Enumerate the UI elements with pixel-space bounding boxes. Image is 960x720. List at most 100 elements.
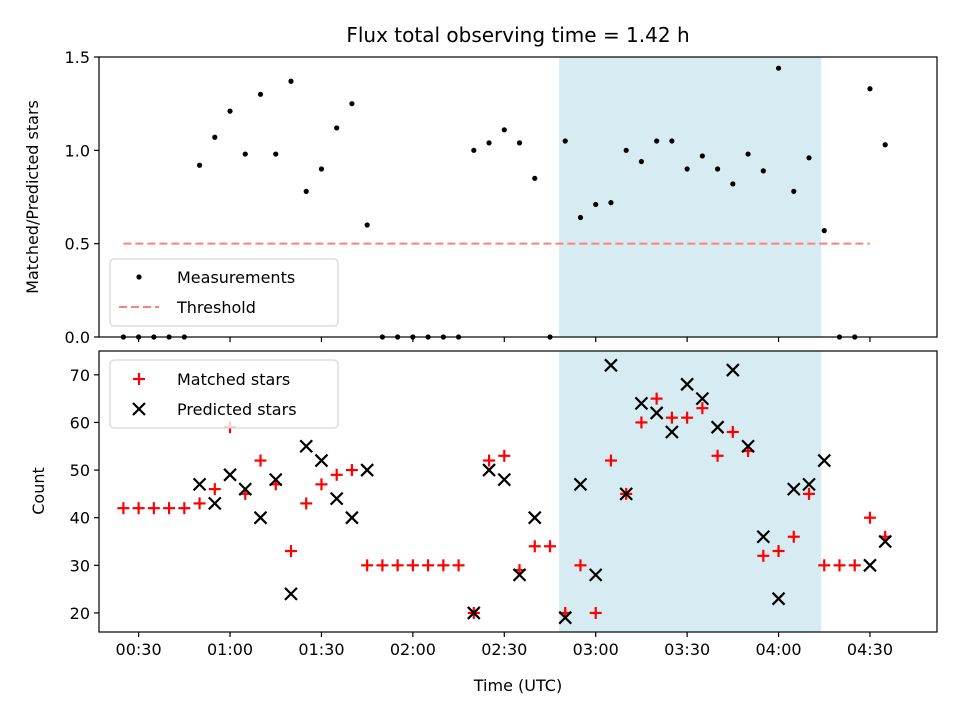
matched-stars-point: [406, 559, 419, 572]
xtick-label: 04:00: [755, 640, 801, 659]
bottom-axes-frame: [98, 350, 938, 633]
xtick-label: 02:00: [390, 640, 436, 659]
chart-title: Flux total observing time = 1.42 h: [346, 23, 689, 47]
top-y-ticks: 0.0 0.5 1.0 1.5: [65, 48, 99, 347]
matched-stars-point: [863, 511, 876, 524]
legend-threshold-label: Threshold: [176, 298, 256, 317]
measurement-point: [745, 151, 751, 157]
predicted-stars-point: [863, 558, 877, 573]
measurement-point: [501, 127, 507, 133]
matched-stars-point: [726, 425, 739, 438]
measurement-point: [577, 214, 584, 221]
matched-stars-point: [574, 559, 587, 572]
x-axis-label: Time (UTC): [473, 676, 562, 695]
xtick-label: 02:30: [481, 640, 527, 659]
measurement-point: [334, 125, 340, 131]
measurement-point: [760, 168, 766, 174]
legend-matched-label: Matched stars: [177, 370, 290, 389]
predicted-stars-point: [329, 491, 344, 506]
predicted-stars-point: [299, 439, 313, 454]
matched-stars-point: [772, 545, 785, 558]
predicted-stars-point: [284, 587, 298, 601]
matched-stars-point: [132, 502, 145, 515]
measurement-point: [242, 151, 248, 157]
legend-measurements-label: Measurements: [177, 268, 295, 287]
matched-stars-point: [315, 478, 328, 491]
predicted-stars-point: [665, 425, 679, 439]
bot-ytick-label: 20: [70, 604, 90, 623]
measurement-point: [638, 158, 645, 165]
matched-stars-point: [818, 559, 831, 572]
matched-stars-point: [498, 449, 511, 462]
measurement-point: [684, 166, 690, 172]
matched-stars-point: [696, 402, 709, 415]
bottom-y-ticks: 20 30 40 50 60 70: [70, 366, 99, 623]
top-axes-frame: [98, 56, 938, 338]
xtick-label: 01:30: [298, 640, 344, 659]
predicted-stars-point: [360, 463, 374, 477]
matched-stars-point: [483, 454, 496, 467]
predicted-stars-point: [726, 363, 740, 377]
bot-ytick-label: 50: [70, 461, 90, 480]
measurement-point: [806, 155, 812, 161]
top-highlight-span: [559, 57, 822, 337]
measurement-point: [623, 147, 629, 153]
measurement-point: [669, 138, 675, 144]
measurement-point: [288, 78, 294, 84]
predicted-stars-point: [756, 529, 771, 544]
measurement-point: [714, 166, 721, 172]
matched-stars-point: [437, 559, 450, 572]
measurement-point: [532, 175, 538, 181]
predicted-stars-point: [497, 472, 512, 487]
bottom-highlight-span: [559, 351, 822, 632]
predicted-stars-point: [512, 568, 527, 582]
legend-matched-marker: [133, 373, 145, 385]
predicted-stars-point: [588, 568, 603, 582]
predicted-stars-point: [680, 377, 694, 392]
bot-ytick-label: 40: [70, 509, 90, 528]
bottom-legend: Matched stars Predicted stars: [109, 359, 339, 429]
measurement-point: [196, 162, 203, 168]
bot-ytick-label: 70: [70, 366, 90, 385]
measurement-point: [227, 108, 233, 114]
matched-stars-point: [376, 559, 389, 572]
matched-stars-point: [163, 502, 176, 515]
matched-stars-point: [604, 454, 617, 467]
bottom-x-ticks: 00:30 01:00 01:30 02:00 02:30 03:00 03:30 04:00…: [116, 632, 893, 659]
predicted-stars-point: [238, 482, 253, 496]
measurement-point: [318, 166, 325, 172]
matched-stars-point: [284, 545, 297, 558]
matched-stars-point: [848, 559, 861, 572]
xtick-label: 01:00: [207, 640, 253, 659]
top-legend: Measurements Threshold: [109, 258, 339, 327]
predicted-stars-point: [253, 510, 268, 525]
matched-stars-point: [117, 502, 130, 515]
top-legend-box: [109, 258, 339, 327]
predicted-stars-point: [802, 477, 816, 492]
top-ytick-label: 1.0: [65, 141, 90, 160]
matched-stars-point: [345, 464, 358, 477]
matched-stars-point: [543, 540, 556, 553]
xtick-label: 00:30: [116, 640, 162, 659]
matched-stars-point: [330, 468, 343, 481]
matched-stars-point: [803, 487, 816, 500]
measurement-point: [867, 86, 873, 92]
bottom-y-axis-label: Count: [29, 467, 48, 515]
predicted-stars-point: [558, 610, 573, 625]
matched-stars-point: [193, 497, 206, 510]
bot-ytick-label: 30: [70, 556, 90, 575]
xtick-label: 04:30: [847, 640, 893, 659]
measurement-point: [821, 228, 827, 234]
measurement-point: [791, 188, 797, 194]
top-chart: Flux total observing time = 1.42 h 0.00.…: [23, 23, 938, 347]
predicted-stars-point: [482, 463, 496, 477]
matched-stars-point: [422, 559, 435, 572]
measurement-point: [486, 140, 492, 146]
legend-measurements-marker: [136, 274, 142, 280]
measurement-point: [257, 91, 264, 97]
measurement-point: [349, 101, 355, 107]
predicted-stars-point: [223, 468, 237, 482]
measurement-point: [562, 138, 568, 144]
matched-stars-point: [391, 559, 404, 572]
xtick-label: 03:00: [573, 640, 619, 659]
